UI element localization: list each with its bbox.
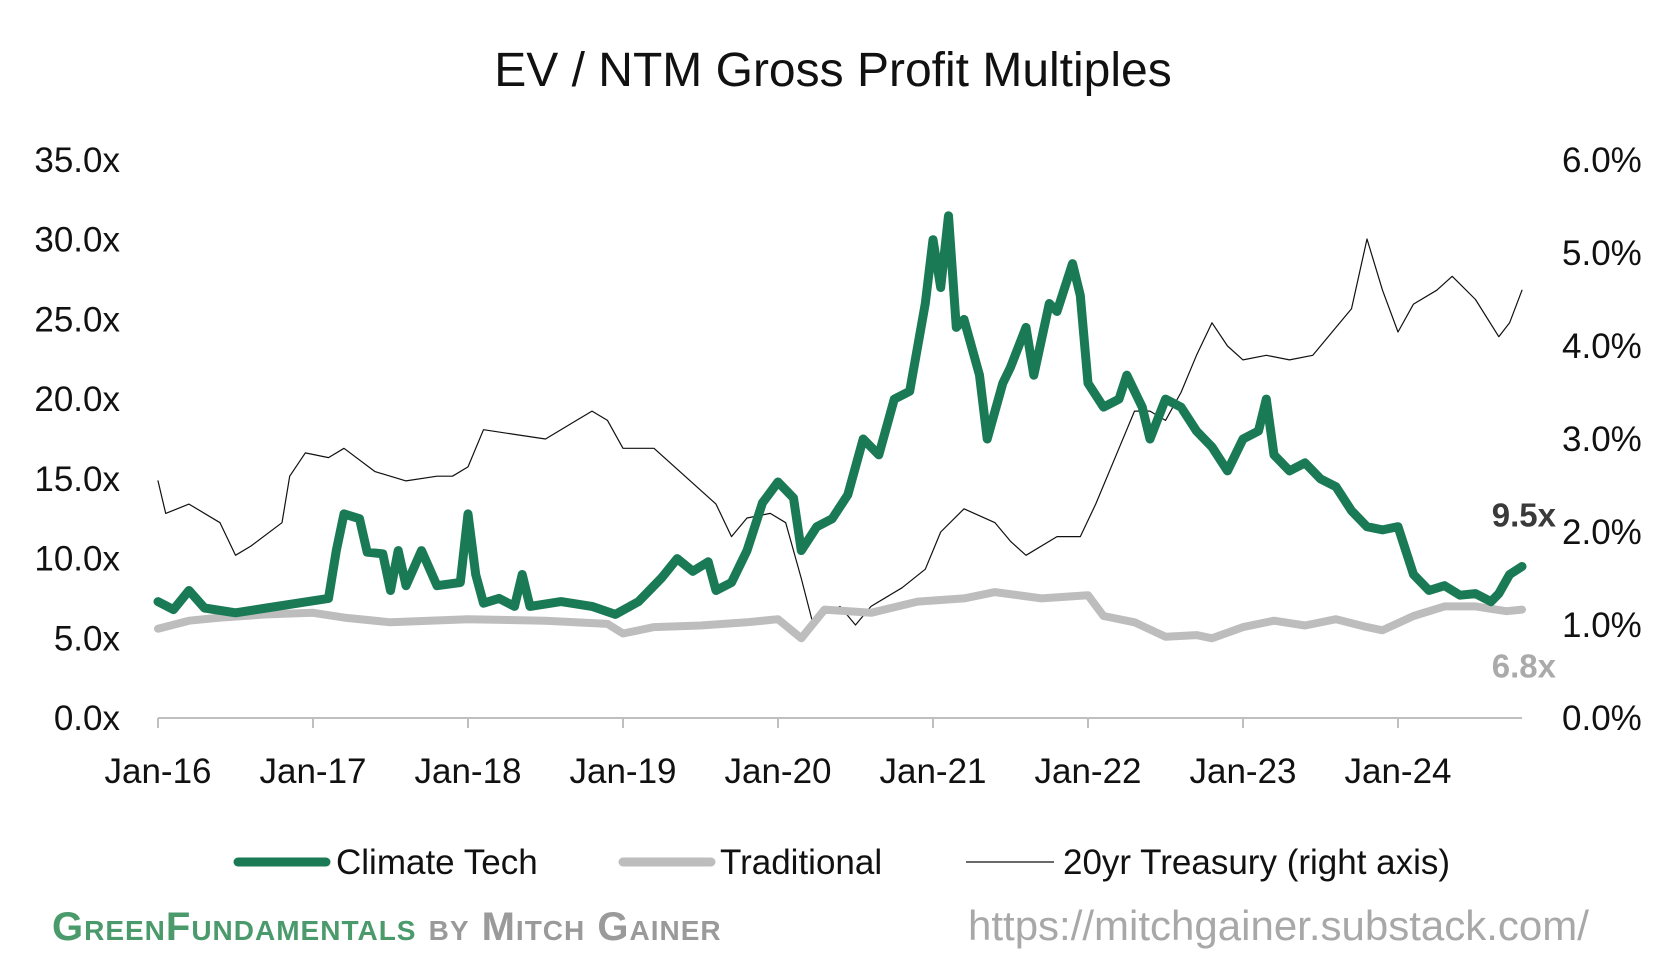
right-axis: 0.0% 1.0% 2.0% 3.0% 4.0% 5.0% 6.0% <box>1562 141 1642 738</box>
x-tick-label: Jan-18 <box>414 752 521 791</box>
left-tick-label: 25.0x <box>34 300 120 339</box>
right-tick-label: 5.0% <box>1562 234 1642 273</box>
brand-logo: GreenFundamentals by Mitch Gainer <box>52 905 722 950</box>
traditional-line <box>154 588 1526 643</box>
right-tick-label: 0.0% <box>1562 699 1642 738</box>
x-tick-label: Jan-20 <box>724 752 831 791</box>
right-tick-label: 1.0% <box>1562 606 1642 645</box>
legend: Climate Tech Traditional 20yr Treasury (… <box>233 843 1450 882</box>
x-tick-label: Jan-21 <box>879 752 986 791</box>
x-tick-label: Jan-17 <box>259 752 366 791</box>
chart-title: EV / NTM Gross Profit Multiples <box>494 44 1171 97</box>
right-tick-label: 4.0% <box>1562 327 1642 366</box>
left-tick-label: 15.0x <box>34 460 120 499</box>
traditional-end-label: 6.8x <box>1492 648 1557 685</box>
right-tick-label: 2.0% <box>1562 513 1642 552</box>
left-tick-label: 0.0x <box>54 699 121 738</box>
left-tick-label: 35.0x <box>34 141 120 180</box>
treasury-line <box>157 238 1523 626</box>
brand-name: GreenFundamentals <box>52 905 417 949</box>
left-tick-label: 20.0x <box>34 380 120 419</box>
plot-area <box>153 211 1527 643</box>
source-url: https://mitchgainer.substack.com/ <box>968 902 1589 949</box>
x-tick-label: Jan-22 <box>1034 752 1141 791</box>
legend-label-traditional: Traditional <box>720 843 882 882</box>
x-tick-label: Jan-16 <box>104 752 211 791</box>
legend-label-treasury: 20yr Treasury (right axis) <box>1063 843 1450 882</box>
left-tick-label: 5.0x <box>54 619 121 658</box>
left-tick-label: 10.0x <box>34 540 120 579</box>
right-tick-label: 6.0% <box>1562 141 1642 180</box>
legend-label-climate-tech: Climate Tech <box>336 843 538 882</box>
x-tick-label: Jan-24 <box>1344 752 1451 791</box>
x-tick-label: Jan-23 <box>1189 752 1296 791</box>
left-axis: 0.0x 5.0x 10.0x 15.0x 20.0x 25.0x 30.0x 35.0x <box>34 141 120 738</box>
brand-byline: by Mitch Gainer <box>428 905 722 949</box>
climate-tech-line <box>153 211 1527 619</box>
right-tick-label: 3.0% <box>1562 420 1642 459</box>
climate-tech-end-label: 9.5x <box>1492 497 1557 534</box>
x-axis: Jan-16 Jan-17 Jan-18 Jan-19 Jan-20 Jan-21 Jan-… <box>104 717 1522 791</box>
left-tick-label: 30.0x <box>34 221 120 260</box>
x-tick-label: Jan-19 <box>569 752 676 791</box>
